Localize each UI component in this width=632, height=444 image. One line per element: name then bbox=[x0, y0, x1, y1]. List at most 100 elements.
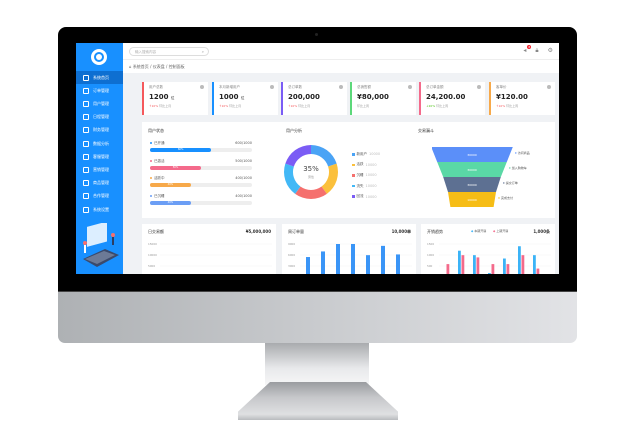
card-value-row: 24,200.00 bbox=[426, 93, 480, 101]
donut-segment bbox=[285, 145, 311, 167]
bar bbox=[336, 244, 340, 274]
legend-value: 10000 bbox=[365, 162, 377, 167]
legend-label: 本期开销 bbox=[474, 229, 487, 233]
card-title: 客单价 bbox=[496, 85, 507, 89]
box-icon bbox=[83, 180, 89, 187]
info-icon[interactable] bbox=[408, 85, 412, 89]
legend-label: 沉睡 bbox=[356, 172, 364, 177]
chart-title: 开销趋势 bbox=[427, 229, 443, 234]
gear-icon[interactable]: ⚙ bbox=[547, 47, 553, 54]
card-value: 200,000 bbox=[288, 93, 320, 101]
sidebar-item-4[interactable]: 财务管理 bbox=[76, 124, 123, 137]
y-tick-label: 1000 bbox=[427, 253, 434, 257]
sidebar-item-label: 系统设置 bbox=[93, 206, 109, 212]
card-change: ↑10% bbox=[496, 104, 506, 108]
progress-item: 活跃中 400/1000 40% bbox=[150, 176, 252, 187]
progress-value: 400/1000 bbox=[235, 193, 252, 198]
info-icon[interactable] bbox=[477, 85, 481, 89]
y-tick-label: 6000 bbox=[288, 253, 295, 257]
sidebar-item-label: 日程管理 bbox=[93, 114, 109, 120]
sidebar-item-8[interactable]: 商品管理 bbox=[76, 177, 123, 190]
chart-plot: 15000 10000 5000 bbox=[148, 242, 272, 268]
notification-badge: 8 bbox=[527, 45, 532, 49]
progress-fill: 50% bbox=[150, 165, 201, 170]
legend-value: 10000 bbox=[365, 184, 377, 189]
search-icon[interactable]: ⌕ bbox=[201, 49, 204, 54]
document-icon bbox=[83, 87, 89, 94]
calendar-icon bbox=[83, 114, 89, 121]
card-unit: 位 bbox=[240, 96, 245, 100]
bar bbox=[461, 255, 465, 274]
card-note: 环比上周 bbox=[506, 104, 519, 108]
dot-icon: ◆ bbox=[471, 229, 475, 233]
stat-card: 总订单金额 24,200.00 ↓20% 环比上周 bbox=[419, 82, 485, 115]
bar bbox=[536, 268, 540, 274]
sidebar-item-7[interactable]: 营销管理 bbox=[76, 163, 123, 176]
dot-icon bbox=[150, 177, 152, 179]
breadcrumb-item[interactable]: 系统首页 bbox=[132, 64, 149, 69]
sidebar-item-2[interactable]: 用户管理 bbox=[76, 97, 123, 110]
bottom-chart-panel: 日交易额 ¥5,000,000 15000 10000 5000 bbox=[142, 224, 276, 274]
y-tick-label: 10000 bbox=[148, 253, 157, 257]
progress-fill: 40% bbox=[150, 200, 191, 205]
card-title: 总订单金额 bbox=[426, 85, 444, 89]
sidebar-item-label: 用户管理 bbox=[93, 100, 109, 106]
card-value-row: 200,000 bbox=[288, 93, 342, 101]
dashboard-screen: 系统首页 订单管理 用户管理 日程管理 财务管理 数据分析 客服管理 营销管理 商品管理 合作管理… bbox=[76, 43, 559, 274]
funnel-value: 30000 bbox=[467, 153, 477, 157]
sidebar-item-5[interactable]: 数据分析 bbox=[76, 137, 123, 150]
card-change-row: ↑10% 环比上月 bbox=[219, 104, 273, 108]
info-icon[interactable] bbox=[339, 85, 343, 89]
bar bbox=[458, 250, 461, 274]
card-change: ↓20% bbox=[426, 104, 436, 108]
funnel-stage bbox=[432, 147, 513, 162]
card-change: ↑10% bbox=[288, 104, 298, 108]
sidebar-item-1[interactable]: 订单管理 bbox=[76, 84, 123, 97]
funnel-label: 访问商品 bbox=[518, 150, 530, 155]
dot-icon bbox=[150, 142, 152, 144]
progress-item: 已激活 500/1000 50% bbox=[150, 159, 252, 170]
sidebar-item-label: 商品管理 bbox=[93, 180, 109, 186]
bar bbox=[491, 264, 495, 274]
notification-icon[interactable]: ◂ 8 bbox=[523, 45, 532, 54]
card-title: 本月新增用户 bbox=[219, 85, 240, 89]
funnel-stage bbox=[437, 162, 507, 177]
legend-item: ◆ 上期开销 bbox=[493, 229, 508, 233]
sidebar-item-9[interactable]: 合作管理 bbox=[76, 190, 123, 203]
card-unit: 位 bbox=[170, 96, 175, 100]
legend-value: 10000 bbox=[365, 194, 377, 199]
camera-icon bbox=[315, 33, 318, 36]
bar bbox=[488, 273, 491, 274]
info-icon[interactable] bbox=[270, 85, 274, 89]
search-input[interactable]: 输入搜索内容 ⌕ bbox=[129, 47, 209, 56]
progress-fill: 60% bbox=[150, 148, 212, 152]
card-note: 环比上月 bbox=[229, 104, 242, 108]
bar bbox=[473, 255, 476, 274]
info-icon[interactable] bbox=[547, 85, 551, 89]
stat-card: 客单价 ¥120.00 ↑10% 环比上周 bbox=[489, 82, 555, 115]
legend-value: 10000 bbox=[369, 152, 381, 157]
stat-card: 本月新增用户 1000 位 ↑10% 环比上月 bbox=[212, 82, 278, 115]
lock-icon[interactable]: 🔒︎ bbox=[535, 47, 539, 54]
dot-icon bbox=[515, 152, 517, 154]
breadcrumb-item[interactable]: 仪表盘 bbox=[152, 64, 165, 69]
progress-value: 400/1000 bbox=[235, 176, 252, 180]
chart-total: ¥5,000,000 bbox=[245, 229, 271, 234]
legend-item: 流失 10000 bbox=[352, 181, 380, 192]
card-change-row: ↑10% 环比上月 bbox=[288, 104, 342, 108]
card-value: ¥120.00 bbox=[496, 93, 528, 101]
funnel-value: 10000 bbox=[467, 198, 477, 202]
dot-icon bbox=[498, 197, 500, 199]
donut-center-label: 男性 bbox=[307, 175, 314, 179]
logo-icon bbox=[91, 49, 107, 65]
sidebar-item-0[interactable]: 系统首页 bbox=[76, 71, 123, 84]
legend-item: ◆ 本期开销 bbox=[471, 229, 486, 233]
info-icon[interactable] bbox=[200, 85, 204, 89]
sidebar-item-3[interactable]: 日程管理 bbox=[76, 111, 123, 124]
legend-label: 活跃 bbox=[356, 162, 364, 167]
sidebar-item-label: 客服管理 bbox=[93, 153, 109, 159]
breadcrumb: ⌂ 系统首页 / 仪表盘 / 控制面板 bbox=[123, 60, 559, 73]
sidebar-item-10[interactable]: 系统设置 bbox=[76, 203, 123, 216]
legend-item: 沉睡 10000 bbox=[352, 170, 380, 181]
sidebar-item-6[interactable]: 客服管理 bbox=[76, 150, 123, 163]
